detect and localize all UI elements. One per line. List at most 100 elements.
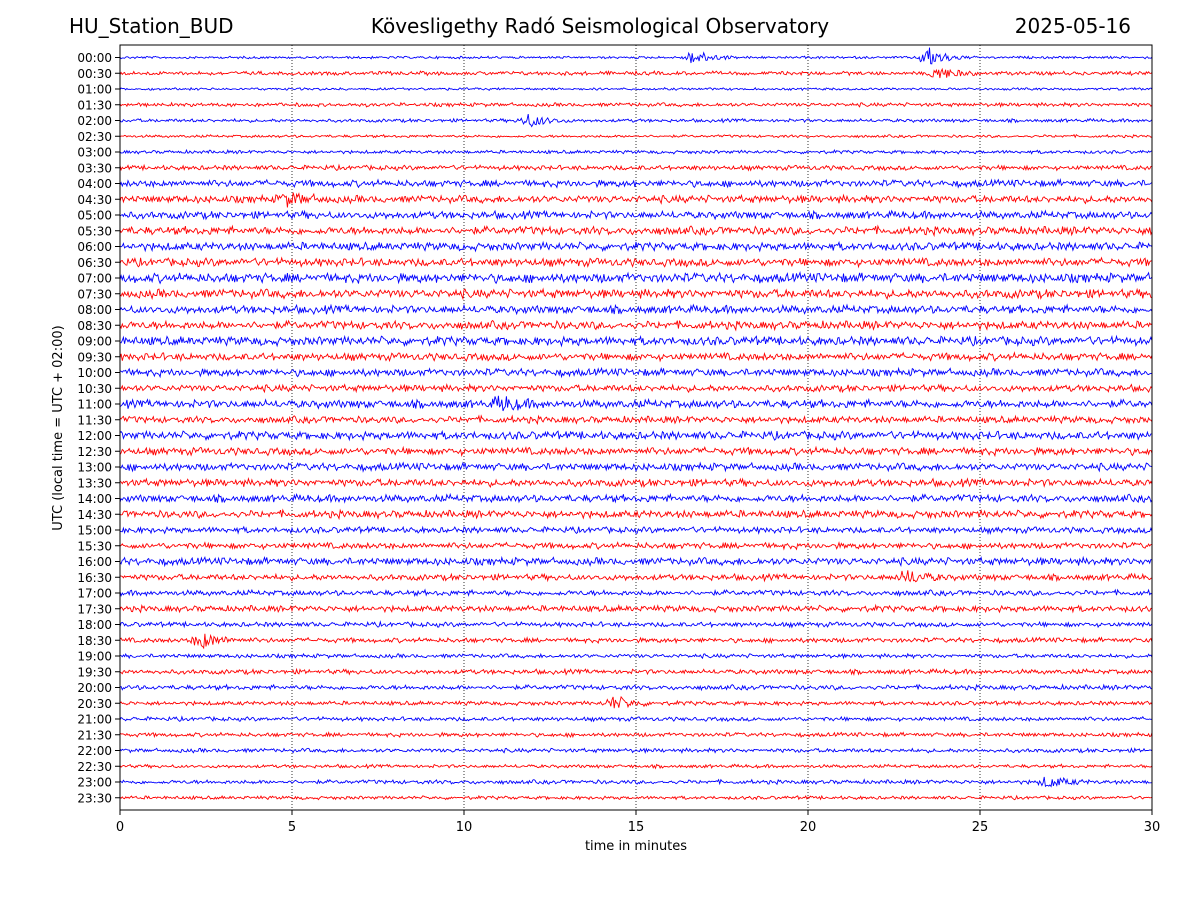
y-tick-label: 19:30 (77, 665, 112, 679)
trace-0800 (119, 303, 1153, 316)
x-tick-label: 10 (456, 820, 473, 835)
y-tick-label: 13:30 (77, 476, 112, 490)
y-tick-label: 01:30 (77, 98, 112, 112)
x-axis-ticks: 0 5 10 15 20 25 30 (116, 810, 1160, 835)
trace-1000 (119, 366, 1153, 379)
trace-1930 (119, 667, 1153, 677)
trace-0730 (119, 287, 1153, 301)
observatory-title: Köveslig­ethy Radó Seismological Observa… (370, 14, 830, 38)
y-tick-label: 17:00 (77, 587, 112, 601)
y-tick-label: 10:30 (77, 382, 112, 396)
trace-1230 (119, 445, 1153, 458)
y-tick-label: 14:00 (77, 492, 112, 506)
trace-2330 (119, 794, 1153, 801)
y-tick-label: 23:30 (77, 791, 112, 805)
trace-2230 (119, 763, 1153, 770)
trace-0000 (119, 47, 1153, 65)
y-tick-label: 22:30 (77, 760, 112, 774)
y-tick-label: 11:00 (77, 398, 112, 412)
y-axis-label: UTC (local time = UTC + 02:00) (51, 325, 66, 530)
y-tick-label: 16:00 (77, 555, 112, 569)
trace-2130 (119, 731, 1153, 739)
y-tick-label: 06:30 (77, 256, 112, 270)
x-tick-label: 5 (288, 820, 296, 835)
y-tick-label: 02:00 (77, 114, 112, 128)
y-tick-label: 12:00 (77, 429, 112, 443)
trace-0630 (119, 256, 1153, 269)
trace-0400 (119, 178, 1153, 189)
trace-1330 (119, 476, 1153, 489)
trace-1800 (119, 620, 1153, 629)
y-tick-label: 08:30 (77, 319, 112, 333)
trace-1500 (119, 525, 1153, 536)
grid-lines (291, 45, 981, 810)
plot-date: 2025-05-16 (1014, 14, 1131, 38)
trace-2200 (119, 747, 1153, 755)
y-tick-label: 18:30 (77, 634, 112, 648)
y-tick-label: 15:00 (77, 524, 112, 538)
y-tick-label: 04:30 (77, 193, 112, 207)
trace-1630 (119, 570, 1153, 583)
y-tick-label: 04:00 (77, 177, 112, 191)
y-tick-label: 21:30 (77, 728, 112, 742)
y-tick-label: 02:30 (77, 130, 112, 144)
trace-0130 (119, 101, 1153, 109)
trace-1600 (119, 555, 1153, 568)
trace-0830 (119, 319, 1153, 332)
trace-1430 (119, 508, 1153, 521)
trace-0930 (119, 351, 1153, 363)
trace-1830 (119, 633, 1153, 650)
trace-0900 (119, 334, 1153, 348)
y-tick-label: 13:00 (77, 461, 112, 475)
y-tick-label: 22:00 (77, 744, 112, 758)
y-tick-label: 07:00 (77, 272, 112, 286)
y-tick-label: 07:30 (77, 287, 112, 301)
trace-2300 (119, 776, 1153, 788)
trace-0230 (119, 133, 1153, 139)
x-tick-label: 0 (116, 820, 124, 835)
trace-1400 (119, 492, 1153, 504)
y-tick-label: 03:00 (77, 146, 112, 160)
y-tick-label: 05:30 (77, 224, 112, 238)
trace-0430 (119, 192, 1153, 208)
station-name: HU_Station_BUD (69, 14, 234, 38)
trace-0500 (119, 209, 1153, 221)
trace-0330 (119, 163, 1152, 172)
y-tick-label: 05:00 (77, 209, 112, 223)
seismic-traces (119, 47, 1153, 801)
trace-1900 (119, 652, 1153, 660)
trace-0200 (119, 114, 1153, 128)
y-tick-label: 00:00 (77, 51, 112, 65)
y-tick-label: 01:00 (77, 83, 112, 97)
trace-0100 (119, 86, 1153, 92)
y-tick-label: 16:30 (77, 571, 112, 585)
y-tick-label: 10:00 (77, 366, 112, 380)
y-tick-label: 06:00 (77, 240, 112, 254)
x-tick-label: 25 (972, 820, 989, 835)
trace-1100 (119, 395, 1153, 412)
y-tick-label: 17:30 (77, 602, 112, 616)
x-tick-label: 20 (800, 820, 817, 835)
y-tick-label: 20:00 (77, 681, 112, 695)
trace-1130 (119, 414, 1153, 426)
y-tick-label: 12:30 (77, 445, 112, 459)
y-tick-label: 09:00 (77, 335, 112, 349)
y-tick-label: 03:30 (77, 161, 112, 175)
y-tick-label: 09:30 (77, 350, 112, 364)
x-tick-label: 15 (628, 820, 645, 835)
y-tick-label: 11:30 (77, 413, 112, 427)
trace-2000 (119, 683, 1153, 692)
y-tick-label: 00:30 (77, 67, 112, 81)
y-tick-label: 18:00 (77, 618, 112, 632)
y-tick-label: 21:00 (77, 713, 112, 727)
trace-0530 (119, 224, 1153, 238)
trace-2100 (119, 715, 1153, 723)
y-tick-label: 14:30 (77, 508, 112, 522)
y-tick-label: 08:00 (77, 303, 112, 317)
trace-2030 (119, 695, 1153, 709)
trace-1730 (119, 603, 1153, 614)
x-tick-label: 30 (1144, 820, 1161, 835)
trace-0030 (119, 67, 1153, 79)
